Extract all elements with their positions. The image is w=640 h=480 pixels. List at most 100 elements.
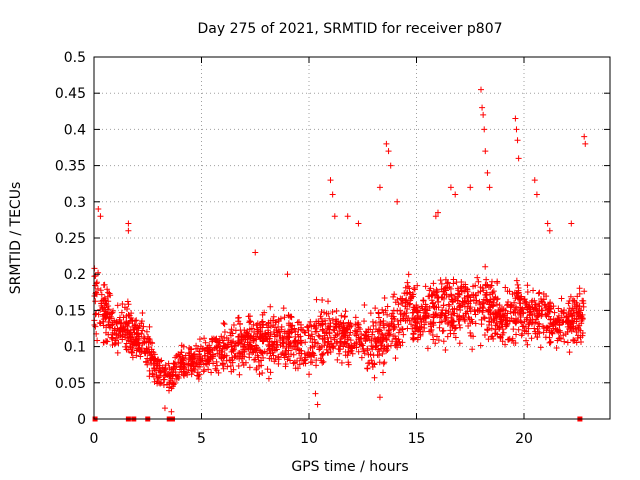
data-point (545, 313, 552, 320)
data-point (205, 348, 212, 355)
data-point (113, 320, 120, 327)
data-point (259, 370, 266, 377)
data-point (214, 350, 221, 357)
data-point (475, 278, 482, 285)
data-point (158, 357, 165, 364)
data-point (369, 331, 376, 338)
data-point (139, 327, 146, 334)
data-point (553, 344, 560, 351)
data-point (581, 288, 588, 295)
data-point (255, 358, 262, 365)
data-point (136, 348, 143, 355)
data-point (449, 298, 456, 305)
data-point (135, 345, 142, 352)
data-point (266, 346, 273, 353)
data-point (438, 280, 445, 287)
data-point (518, 319, 525, 326)
data-point (435, 337, 442, 344)
y-tick-label: 0.4 (64, 122, 86, 138)
data-point (539, 323, 546, 330)
data-point (362, 328, 369, 335)
data-point (459, 298, 466, 305)
data-point (524, 341, 531, 348)
data-point (279, 339, 286, 346)
data-point (384, 321, 391, 328)
data-point (418, 303, 425, 310)
data-point (430, 322, 437, 329)
data-point (276, 333, 283, 340)
data-point (556, 327, 563, 334)
y-tick-label: 0.25 (55, 231, 86, 247)
data-point (178, 357, 185, 364)
data-point (406, 301, 413, 308)
data-point (161, 376, 168, 383)
data-point (178, 349, 185, 356)
data-point (502, 323, 509, 330)
data-point (411, 286, 418, 293)
data-point (94, 337, 101, 344)
data-point (390, 293, 397, 300)
data-point (247, 318, 254, 325)
data-point (502, 284, 509, 291)
data-point (139, 340, 146, 347)
data-point (532, 330, 539, 337)
data-point (467, 294, 474, 301)
data-point (531, 177, 538, 184)
data-point (200, 368, 207, 375)
data-point (229, 354, 236, 361)
data-point (111, 341, 118, 348)
data-point (440, 288, 447, 295)
data-point (139, 310, 146, 317)
data-point (319, 352, 326, 359)
data-point (357, 335, 364, 342)
data-point (369, 363, 376, 370)
data-point (308, 331, 315, 338)
data-point (295, 326, 302, 333)
data-point (307, 318, 314, 325)
data-point (322, 339, 329, 346)
data-point (95, 206, 102, 213)
data-point (529, 319, 536, 326)
data-point (445, 301, 452, 308)
data-point (170, 380, 177, 387)
data-point (446, 303, 453, 310)
data-point (126, 330, 133, 337)
data-point (484, 327, 491, 334)
data-point (302, 354, 309, 361)
data-point (546, 339, 553, 346)
data-point (536, 303, 543, 310)
data-point (358, 354, 365, 361)
data-point (380, 360, 387, 367)
data-point (405, 271, 412, 278)
x-tick-label: 20 (515, 431, 533, 447)
data-point (325, 298, 332, 305)
data-point (134, 340, 141, 347)
data-point (331, 327, 338, 334)
data-point (99, 318, 106, 325)
data-point (385, 148, 392, 155)
data-point (267, 323, 274, 330)
data-point (428, 297, 435, 304)
data-point (374, 335, 381, 342)
data-point (502, 307, 509, 314)
data-point (576, 312, 583, 319)
data-point (294, 357, 301, 364)
data-point (517, 310, 524, 317)
data-point (256, 334, 263, 341)
data-point (309, 339, 316, 346)
data-point (414, 304, 421, 311)
data-point (534, 333, 541, 340)
data-point (371, 374, 378, 381)
data-point (252, 356, 259, 363)
data-point (470, 297, 477, 304)
data-point (137, 353, 144, 360)
data-point (275, 316, 282, 323)
data-point (143, 328, 150, 335)
data-point (561, 338, 568, 345)
data-point (221, 334, 228, 341)
data-point (371, 335, 378, 342)
data-point (488, 325, 495, 332)
data-point (567, 293, 574, 300)
data-point (148, 351, 155, 358)
x-axis-label: GPS time / hours (291, 459, 408, 475)
